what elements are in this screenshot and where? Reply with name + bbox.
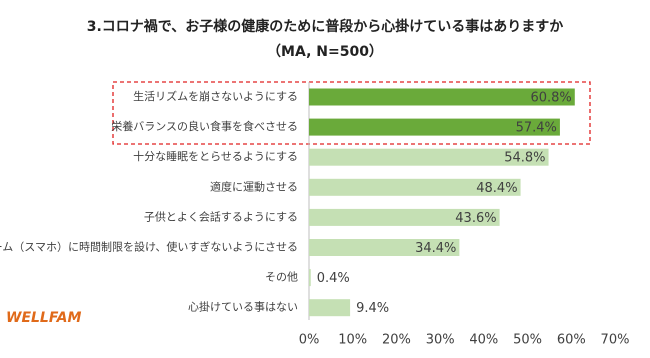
x-tick-label: 70% bbox=[601, 333, 630, 348]
x-tick-label: 60% bbox=[557, 333, 586, 348]
x-tick-label: 40% bbox=[469, 333, 498, 348]
logo: WELLFAM bbox=[6, 310, 81, 326]
value-label: 60.8% bbox=[530, 91, 571, 106]
bar bbox=[309, 299, 351, 317]
bar bbox=[309, 88, 575, 106]
x-tick-label: 0% bbox=[299, 333, 320, 348]
chart-subtitle: （MA, N=500） bbox=[267, 44, 383, 60]
bar bbox=[309, 148, 549, 166]
category-label: 栄養バランスの良い食事を食べさせる bbox=[111, 119, 298, 133]
category-label: 生活リズムを崩さないようにする bbox=[133, 89, 298, 103]
value-label: 34.4% bbox=[415, 241, 456, 256]
bar bbox=[309, 178, 521, 196]
bar bbox=[309, 239, 460, 256]
x-tick-label: 30% bbox=[426, 333, 455, 348]
x-tick-label: 10% bbox=[338, 333, 367, 348]
category-label: ゲーム（スマホ）に時間制限を設け、使いすぎないようにさせる bbox=[0, 240, 298, 254]
category-label: 心掛けている事はない bbox=[188, 300, 298, 314]
category-label: 十分な睡眠をとらせるようにする bbox=[133, 149, 298, 163]
category-label: 子供とよく会話するようにする bbox=[144, 209, 298, 223]
value-label: 0.4% bbox=[317, 271, 350, 286]
bar bbox=[309, 208, 500, 226]
value-label: 57.4% bbox=[516, 121, 557, 136]
x-tick-label: 50% bbox=[513, 333, 542, 348]
highlight-box bbox=[112, 81, 591, 145]
bar bbox=[309, 269, 311, 287]
chart-title: 3.コロナ禍で、お子様の健康のために普段から心掛けている事はありますか bbox=[87, 18, 564, 35]
bar bbox=[309, 118, 560, 136]
x-tick-label: 20% bbox=[382, 333, 411, 348]
value-label: 9.4% bbox=[356, 301, 389, 316]
category-label: その他 bbox=[265, 271, 298, 284]
value-label: 54.8% bbox=[504, 151, 545, 166]
category-label: 適度に運動させる bbox=[210, 179, 298, 193]
value-label: 43.6% bbox=[455, 211, 496, 226]
value-label: 48.4% bbox=[476, 181, 517, 196]
